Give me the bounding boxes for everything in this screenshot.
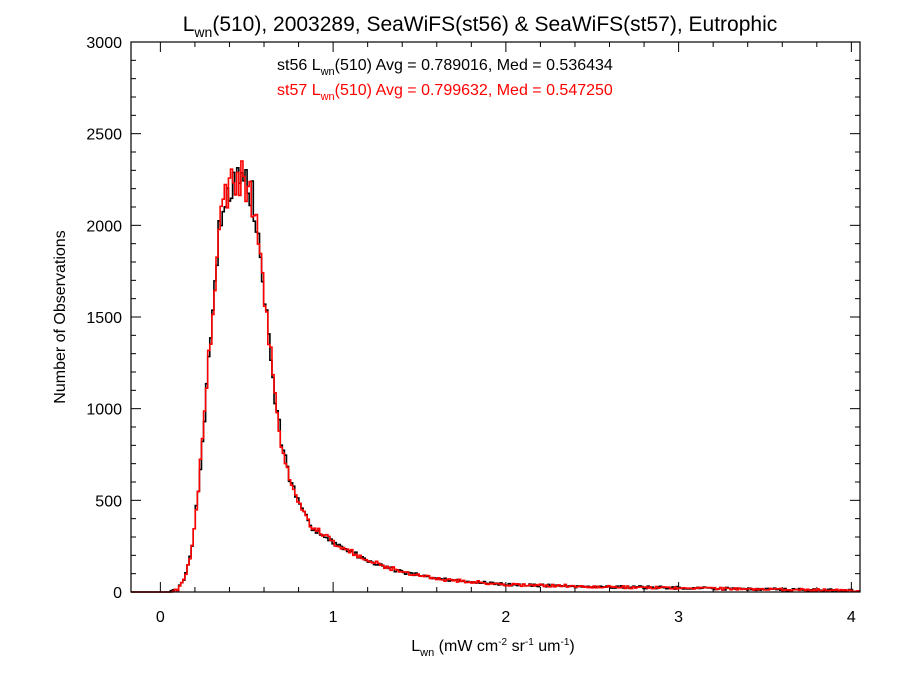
x-tick-label: 4 (847, 609, 856, 626)
st56-stats-label: st56 Lwn(510) Avg = 0.789016, Med = 0.53… (277, 57, 613, 78)
plot-frame (130, 41, 861, 593)
y-tick-label: 2500 (86, 127, 122, 144)
axes: 0 1 2 3 4 0 500 1000 1500 2000 2500 3000 (86, 35, 860, 626)
series-layer (131, 160, 860, 593)
x-axis-label: Lwn (mW cm-2 sr-1 um-1) (411, 637, 574, 659)
y-tick-label: 3000 (86, 35, 122, 52)
x-tick-label: 0 (156, 609, 165, 626)
x-tick-label: 3 (674, 609, 683, 626)
x-tick-label: 1 (329, 609, 338, 626)
y-tick-label: 1000 (86, 402, 122, 419)
y-tick-label: 0 (113, 585, 122, 602)
series-st57-histogram (131, 160, 860, 593)
y-tick-label: 2000 (86, 218, 122, 235)
st57-stats-label: st57 Lwn(510) Avg = 0.799632, Med = 0.54… (277, 82, 613, 103)
y-tick-label: 1500 (86, 310, 122, 327)
chart-title: Lwn(510), 2003289, SeaWiFS(st56) & SeaWi… (183, 13, 778, 40)
x-tick-label: 2 (501, 609, 510, 626)
y-axis-label: Number of Observations (52, 230, 69, 403)
series-st56-histogram (131, 166, 860, 593)
y-tick-label: 500 (95, 493, 122, 510)
